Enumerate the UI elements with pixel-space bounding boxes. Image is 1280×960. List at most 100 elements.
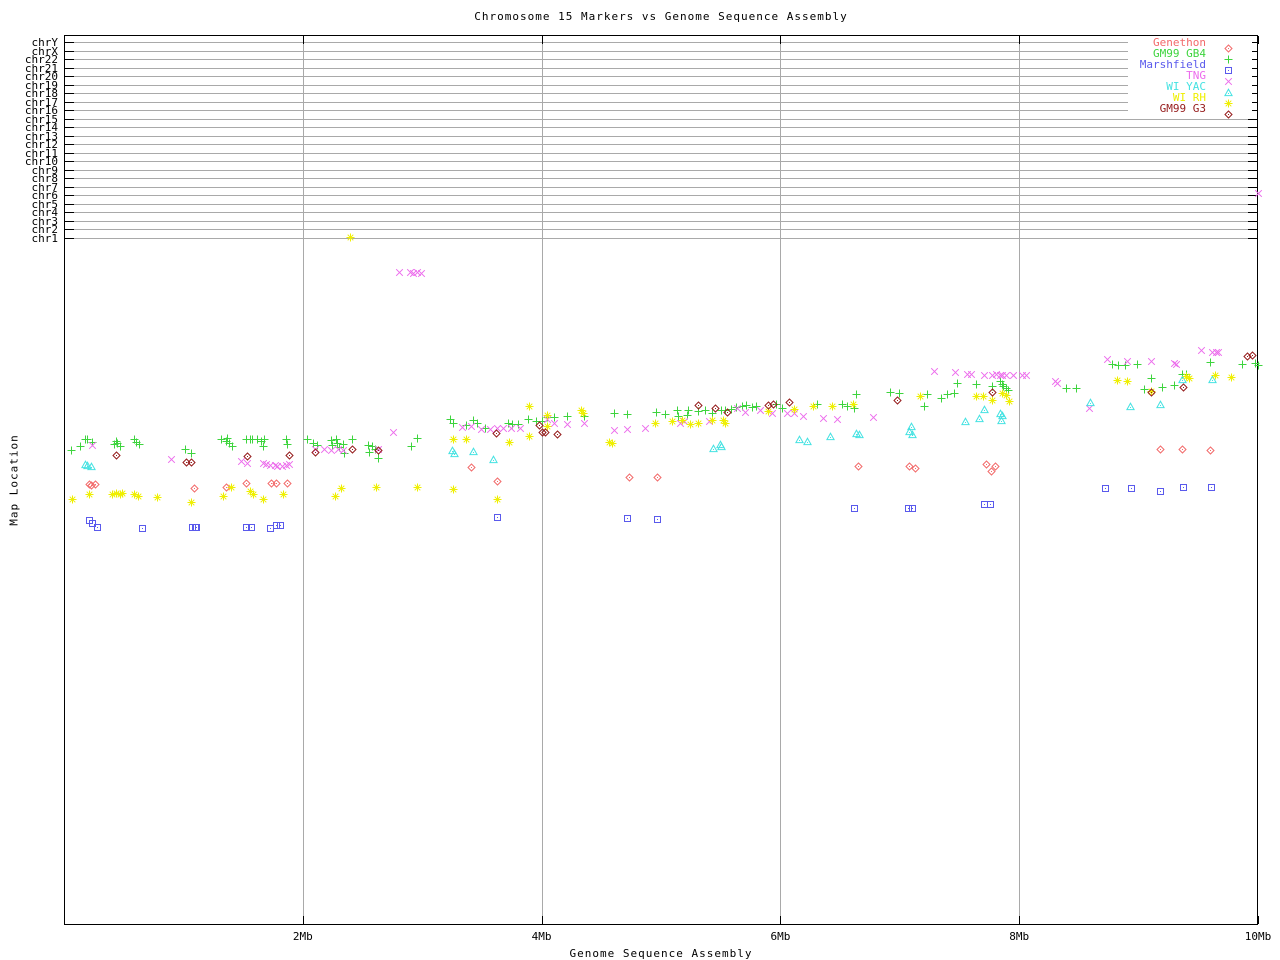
data-point-gm99-gb4 — [683, 405, 692, 419]
x-tick-bottom — [302, 916, 304, 924]
y-tick-right — [1248, 50, 1258, 52]
y-tick-left — [64, 42, 74, 43]
data-point-gm99-gb4 — [1158, 377, 1167, 391]
h-gridline — [64, 76, 1258, 77]
data-point-wi-rh — [525, 426, 534, 440]
y-tick-left — [64, 67, 74, 69]
y-tick-left — [64, 161, 74, 162]
data-point-gm99-gb4 — [282, 429, 291, 443]
data-point-gm99-gb4 — [1114, 355, 1123, 369]
x-tick-label: 4Mb — [531, 930, 552, 943]
v-gridline — [541, 36, 543, 924]
h-gridline — [64, 229, 1258, 230]
h-gridline — [64, 127, 1258, 128]
data-point-wi-rh — [259, 489, 268, 503]
data-point-wi-yac — [1125, 396, 1135, 410]
data-point-wi-rh — [998, 383, 1007, 397]
chr-label: chr3 — [31, 214, 59, 228]
data-point-gm99-gb4 — [843, 396, 852, 410]
y-tick-right — [1248, 178, 1258, 179]
y-tick-left — [64, 237, 74, 239]
data-point-tng — [733, 398, 742, 412]
plot-border — [64, 35, 1258, 925]
data-point-gm99-gb4 — [813, 394, 822, 408]
y-tick-left — [64, 152, 74, 154]
data-point-genethon — [905, 456, 914, 471]
data-point-marshfield — [1156, 481, 1165, 495]
data-point-gm99-gb4 — [674, 406, 683, 420]
data-point-marshfield — [1127, 478, 1136, 492]
data-point-gm99-gb4 — [365, 442, 374, 456]
data-point-gm99-gb4 — [223, 428, 232, 442]
y-tick-left — [64, 118, 74, 120]
data-point-genethon — [283, 473, 292, 488]
chr-label: chr22 — [24, 53, 58, 66]
data-point-wi-rh — [1113, 370, 1122, 384]
data-point-gm99-gb4 — [187, 443, 196, 457]
chr-label: chr4 — [31, 206, 59, 219]
y-tick-right — [1248, 67, 1258, 69]
data-point-wi-rh — [346, 227, 355, 241]
data-point-gm99-gb4 — [778, 398, 787, 412]
data-point-gm99-gb4 — [67, 440, 76, 454]
data-point-wi-rh — [112, 483, 121, 497]
chr-label: chr6 — [31, 189, 59, 202]
data-point-wi-rh — [449, 479, 458, 493]
data-point-tng — [467, 416, 476, 430]
data-point-gm99-g3 — [285, 445, 294, 460]
y-tick-left — [64, 212, 74, 213]
data-point-gm99-gb4 — [920, 396, 929, 410]
data-point-gm99-gb4 — [413, 428, 422, 442]
data-point-gm99-gb4 — [1254, 355, 1263, 369]
data-point-wi-rh — [828, 396, 837, 410]
y-tick-right — [1248, 42, 1258, 43]
x-tick-top — [302, 36, 304, 44]
data-point-gm99-gb4 — [253, 429, 262, 443]
v-gridline — [1019, 36, 1021, 924]
data-point-wi-rh — [246, 481, 255, 495]
data-point-tng — [1147, 351, 1156, 365]
data-point-genethon — [1178, 439, 1187, 454]
x-tick-label: 8Mb — [1009, 930, 1030, 943]
h-gridline — [64, 93, 1258, 94]
data-point-gm99-gb4 — [524, 409, 533, 423]
y-tick-right — [1248, 152, 1258, 154]
data-point-wi-rh — [1002, 385, 1011, 399]
data-point-tng — [237, 451, 246, 465]
legend-marker-marshfield-icon — [1224, 60, 1233, 74]
data-point-wi-rh — [249, 484, 258, 498]
x-tick-bottom — [780, 916, 782, 924]
y-tick-left — [64, 93, 74, 94]
legend-marker-gm99-gb4-icon — [1224, 49, 1233, 63]
data-point-marshfield — [850, 498, 859, 512]
data-point-wi-rh — [708, 410, 717, 424]
data-point-tng — [1123, 351, 1132, 365]
data-point-wi-yac — [795, 429, 804, 443]
data-point-gm99-gb4 — [998, 374, 1007, 388]
data-point-gm99-gb4 — [661, 404, 670, 418]
x-tick-bottom — [1258, 916, 1259, 924]
data-point-wi-rh — [1182, 366, 1191, 380]
chr-label: chr17 — [24, 95, 58, 109]
data-point-wi-yac — [717, 436, 727, 450]
data-point-wi-rh — [108, 484, 117, 498]
data-point-marshfield — [242, 517, 251, 531]
data-point-tng — [580, 413, 589, 427]
data-point-wi-rh — [68, 489, 77, 503]
data-point-wi-rh — [134, 486, 143, 500]
chr-label: chr11 — [24, 146, 58, 160]
chr-label: chr14 — [24, 121, 58, 134]
data-point-gm99-gb4 — [259, 436, 268, 450]
data-point-wi-yac — [1178, 369, 1188, 383]
data-point-gm99-g3 — [348, 439, 358, 454]
data-point-gm99-gb4 — [550, 407, 559, 421]
data-point-tng — [641, 418, 650, 432]
data-point-wi-rh — [187, 492, 196, 506]
data-point-gm99-gb4 — [83, 429, 92, 443]
h-gridline — [64, 178, 1258, 179]
x-tick-label: 6Mb — [770, 930, 791, 943]
data-point-gm99-gb4 — [742, 395, 751, 409]
h-gridline — [64, 67, 1258, 69]
data-point-wi-rh — [372, 477, 381, 491]
data-point-genethon — [242, 473, 251, 488]
